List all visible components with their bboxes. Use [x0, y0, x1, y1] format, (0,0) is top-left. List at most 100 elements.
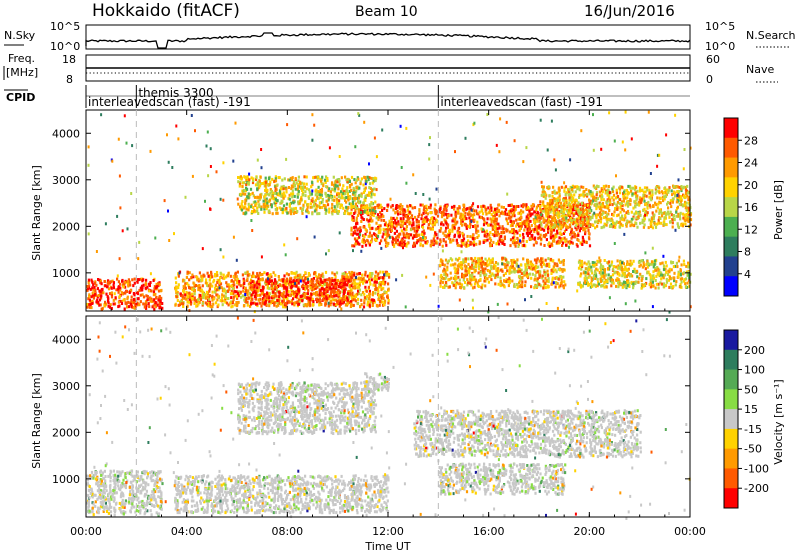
- echo-cell: [300, 195, 303, 199]
- echo-cell: [342, 206, 345, 210]
- echo-cell: [331, 279, 334, 283]
- echo-cell: [276, 299, 279, 302]
- echo-cell: [645, 194, 648, 198]
- echo-cell: [303, 175, 306, 179]
- echo-cell: [601, 202, 605, 205]
- echo-cell: [469, 265, 472, 269]
- echo-cell: [266, 192, 269, 196]
- echo-cell: [354, 192, 357, 196]
- echo-cell: [242, 211, 245, 215]
- echo-cell: [506, 263, 509, 267]
- echo-cell: [449, 238, 452, 242]
- echo-cell: [381, 293, 384, 297]
- echo-cell: [533, 221, 536, 224]
- echo-cell: [337, 202, 340, 206]
- echo-cell: [104, 284, 107, 288]
- echo-cell: [285, 187, 288, 191]
- echo-cell: [363, 292, 366, 296]
- echo-cell: [245, 183, 248, 186]
- echo-cell: [613, 210, 616, 214]
- echo-cell: [341, 282, 344, 286]
- echo-cell: [329, 190, 332, 194]
- echo-cell: [515, 261, 518, 265]
- echo-cell: [142, 295, 146, 299]
- echo-cell: [598, 194, 602, 198]
- echo-cell: [442, 280, 445, 284]
- echo-cell: [504, 258, 507, 262]
- echo-cell: [364, 232, 367, 236]
- echo-cell: [236, 296, 239, 300]
- echo-cell: [365, 210, 368, 214]
- echo-cell: [256, 183, 260, 187]
- echo-cell: [509, 224, 512, 228]
- echo-cell: [240, 177, 243, 181]
- echo-cell: [513, 231, 516, 235]
- echo-cell: [337, 210, 340, 213]
- echo-cell: [620, 222, 623, 226]
- echo-cell: [227, 297, 230, 300]
- echo-cell: [355, 282, 358, 286]
- echo-cell: [306, 286, 309, 290]
- echo-cell: [529, 267, 532, 271]
- echo-cell: [259, 193, 262, 197]
- echo-cell: [517, 270, 520, 274]
- echo-cell: [368, 186, 371, 190]
- echo-cell: [274, 282, 277, 286]
- echo-cell: [316, 195, 319, 199]
- echo-cell: [684, 187, 687, 191]
- echo-cell: [547, 280, 550, 284]
- echo-cell: [153, 298, 156, 302]
- echo-cell: [524, 203, 527, 207]
- echo-cell: [445, 283, 448, 287]
- echo-cell: [262, 287, 265, 291]
- echo-cell: [274, 203, 277, 207]
- echo-cell: [354, 231, 357, 235]
- echo-cell: [489, 275, 492, 279]
- echo-cell: [625, 211, 628, 215]
- echo-cell: [510, 219, 513, 223]
- echo-cell: [434, 221, 437, 225]
- echo-cell: [275, 191, 278, 195]
- echo-cell: [305, 182, 308, 186]
- echo-cell: [320, 182, 323, 186]
- echo-cell: [263, 210, 266, 214]
- echo-cell: [188, 291, 191, 295]
- echo-cell: [519, 269, 522, 273]
- echo-cell: [224, 291, 227, 295]
- echo-cell: [529, 213, 532, 216]
- echo-cell: [630, 217, 633, 221]
- echo-cell: [334, 285, 337, 289]
- echo-cell: [357, 277, 360, 281]
- echo-cell: [573, 218, 576, 222]
- echo-cell: [320, 189, 324, 193]
- echo-cell: [432, 237, 435, 241]
- echo-cell: [494, 228, 498, 232]
- echo-cell: [579, 216, 582, 220]
- echo-cell: [215, 271, 219, 274]
- echo-cell: [404, 222, 407, 225]
- echo-cell: [124, 291, 127, 295]
- echo-cell: [624, 203, 627, 207]
- echo-cell: [250, 203, 253, 207]
- echo-cell: [202, 291, 205, 295]
- echo-cell: [686, 184, 689, 188]
- echo-cell: [463, 207, 466, 211]
- echo-cell: [238, 282, 241, 286]
- echo-cell: [385, 244, 388, 248]
- echo-cell: [388, 275, 391, 279]
- echo-cell: [582, 223, 585, 227]
- echo-cell: [276, 211, 279, 215]
- echo-cell: [241, 200, 244, 203]
- echo-cell: [260, 207, 263, 211]
- echo-cell: [357, 177, 360, 181]
- echo-cell: [489, 244, 492, 247]
- echo-cell: [439, 238, 442, 242]
- echo-cell: [356, 221, 359, 225]
- echo-cell: [338, 291, 341, 295]
- echo-cell: [150, 297, 153, 301]
- echo-cell: [483, 220, 486, 224]
- echo-cell: [214, 286, 217, 290]
- echo-cell: [370, 298, 373, 302]
- echo-cell: [454, 210, 457, 214]
- echo-cell: [348, 202, 351, 206]
